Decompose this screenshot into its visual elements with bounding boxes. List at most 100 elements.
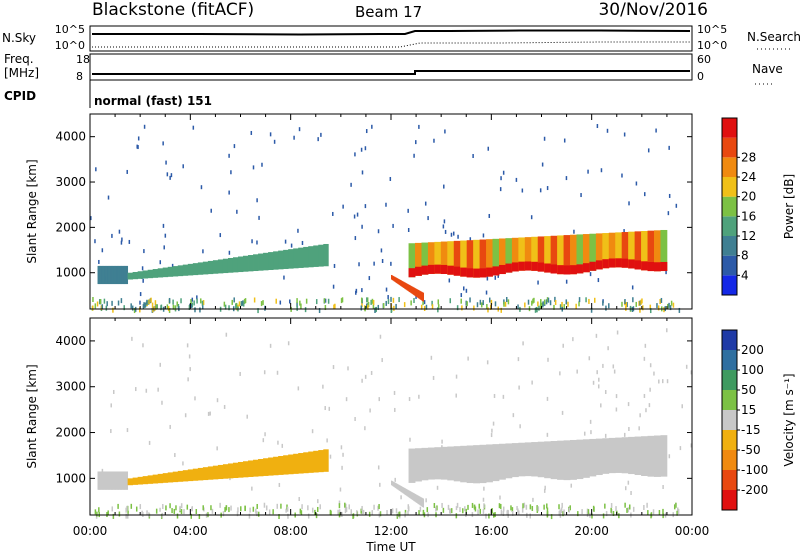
noise-dot [110, 429, 112, 434]
colorbar-swatch [722, 177, 737, 197]
echo-cell [303, 246, 309, 268]
noise-dot [562, 343, 564, 348]
ground-scatter-dot [191, 302, 194, 308]
echo-cell [108, 265, 110, 285]
ground-scatter-dot [534, 307, 537, 313]
noise-dot [341, 465, 343, 470]
noise-dot [364, 426, 366, 431]
noise-dot [126, 169, 128, 174]
echo-cell [114, 471, 116, 490]
echo-cell [263, 458, 269, 476]
ground-scatter-dot [296, 298, 298, 304]
ground-scatter-dot [311, 507, 314, 513]
echo-core-cell [608, 258, 616, 268]
noise-dot [465, 288, 468, 293]
ground-scatter-dot [368, 511, 371, 517]
noise-dot [444, 129, 446, 134]
echo-core-cell [615, 258, 623, 268]
x-tick-label: 04:00 [173, 524, 208, 538]
noise-dot [635, 181, 638, 186]
ground-scatter-dot [594, 297, 596, 303]
ground-scatter-dot [130, 303, 132, 309]
echo-cell [101, 471, 103, 490]
ground-scatter-dot [318, 308, 321, 314]
echo-cell [122, 265, 124, 285]
echo-cell [396, 278, 398, 284]
noise-dot [590, 430, 592, 435]
echo-core-cell [582, 263, 590, 273]
noise-dot [595, 333, 598, 338]
noise-dot [196, 295, 198, 300]
noise-dot [597, 384, 600, 389]
echo-cell [99, 265, 101, 285]
ground-scatter-dot [678, 307, 681, 313]
echo-core-cell [434, 264, 442, 274]
echo-core-cell [550, 264, 558, 274]
ground-scatter-dot [605, 305, 607, 311]
ground-scatter-dot [602, 513, 605, 519]
ground-scatter-dot [156, 304, 158, 310]
ground-scatter-dot [344, 508, 347, 514]
echo-cell [392, 275, 394, 281]
ground-scatter-dot [657, 305, 660, 311]
echo-cell [417, 289, 419, 298]
noise-dot [596, 370, 598, 375]
ground-scatter-dot [465, 300, 467, 306]
noise-dot [210, 208, 212, 213]
echo-cell [550, 441, 558, 480]
noise-dot [157, 387, 159, 392]
echo-cell [421, 292, 424, 302]
echo-cell [440, 446, 448, 480]
ground-scatter-dot [559, 304, 562, 310]
ground-scatter-dot [96, 511, 98, 517]
colorbar-tick-label: -100 [741, 463, 768, 477]
echo-cell [212, 260, 219, 274]
echo-cell [419, 496, 421, 506]
ground-scatter-dot [449, 298, 452, 304]
noise-dot [615, 394, 618, 399]
ground-scatter-dot [558, 504, 560, 510]
echo-cell [157, 268, 164, 278]
noise-dot [612, 364, 615, 369]
echo-cell [123, 265, 125, 285]
colorbar-tick-label: 12 [741, 229, 756, 243]
noise-dot [485, 290, 488, 295]
noise-dot [532, 497, 534, 502]
echo-cell [394, 482, 396, 488]
ground-scatter-dot [360, 297, 363, 303]
ground-scatter-dot [588, 298, 590, 304]
echo-core-cell [421, 265, 429, 275]
noise-dot [347, 366, 349, 371]
ground-scatter-dot [301, 504, 303, 510]
ground-scatter-dot [341, 511, 343, 517]
ground-scatter-dot [198, 514, 201, 520]
echo-cell [217, 464, 224, 480]
ground-scatter-dot [539, 303, 542, 309]
echo-cell [268, 252, 274, 270]
noise-dot [460, 293, 463, 298]
noise-dot [587, 169, 589, 174]
ground-scatter-dot [673, 504, 676, 510]
noise-dot [658, 379, 660, 384]
ground-scatter-dot [396, 513, 399, 519]
echo-cell [413, 287, 415, 295]
ground-scatter-dot [482, 508, 485, 514]
noise-dot [182, 461, 184, 466]
noise-dot [290, 243, 293, 248]
ground-scatter-dot [586, 511, 589, 517]
echo-cell [401, 280, 403, 287]
echo-cell [660, 229, 668, 272]
echo-cell [97, 265, 99, 285]
ground-scatter-dot [469, 297, 471, 303]
ground-scatter-dot [387, 299, 390, 305]
ground-scatter-dot [256, 511, 258, 517]
ground-scatter-dot [338, 503, 341, 509]
colorbar-tick-label: -50 [741, 443, 761, 457]
noise-dot [681, 404, 683, 409]
echo-cell [453, 446, 461, 482]
noise-dot [159, 507, 161, 512]
ground-scatter-dot [361, 505, 363, 511]
echo-core-cell [628, 259, 636, 269]
ground-scatter-dot [567, 301, 569, 307]
noise-dot [298, 496, 300, 501]
